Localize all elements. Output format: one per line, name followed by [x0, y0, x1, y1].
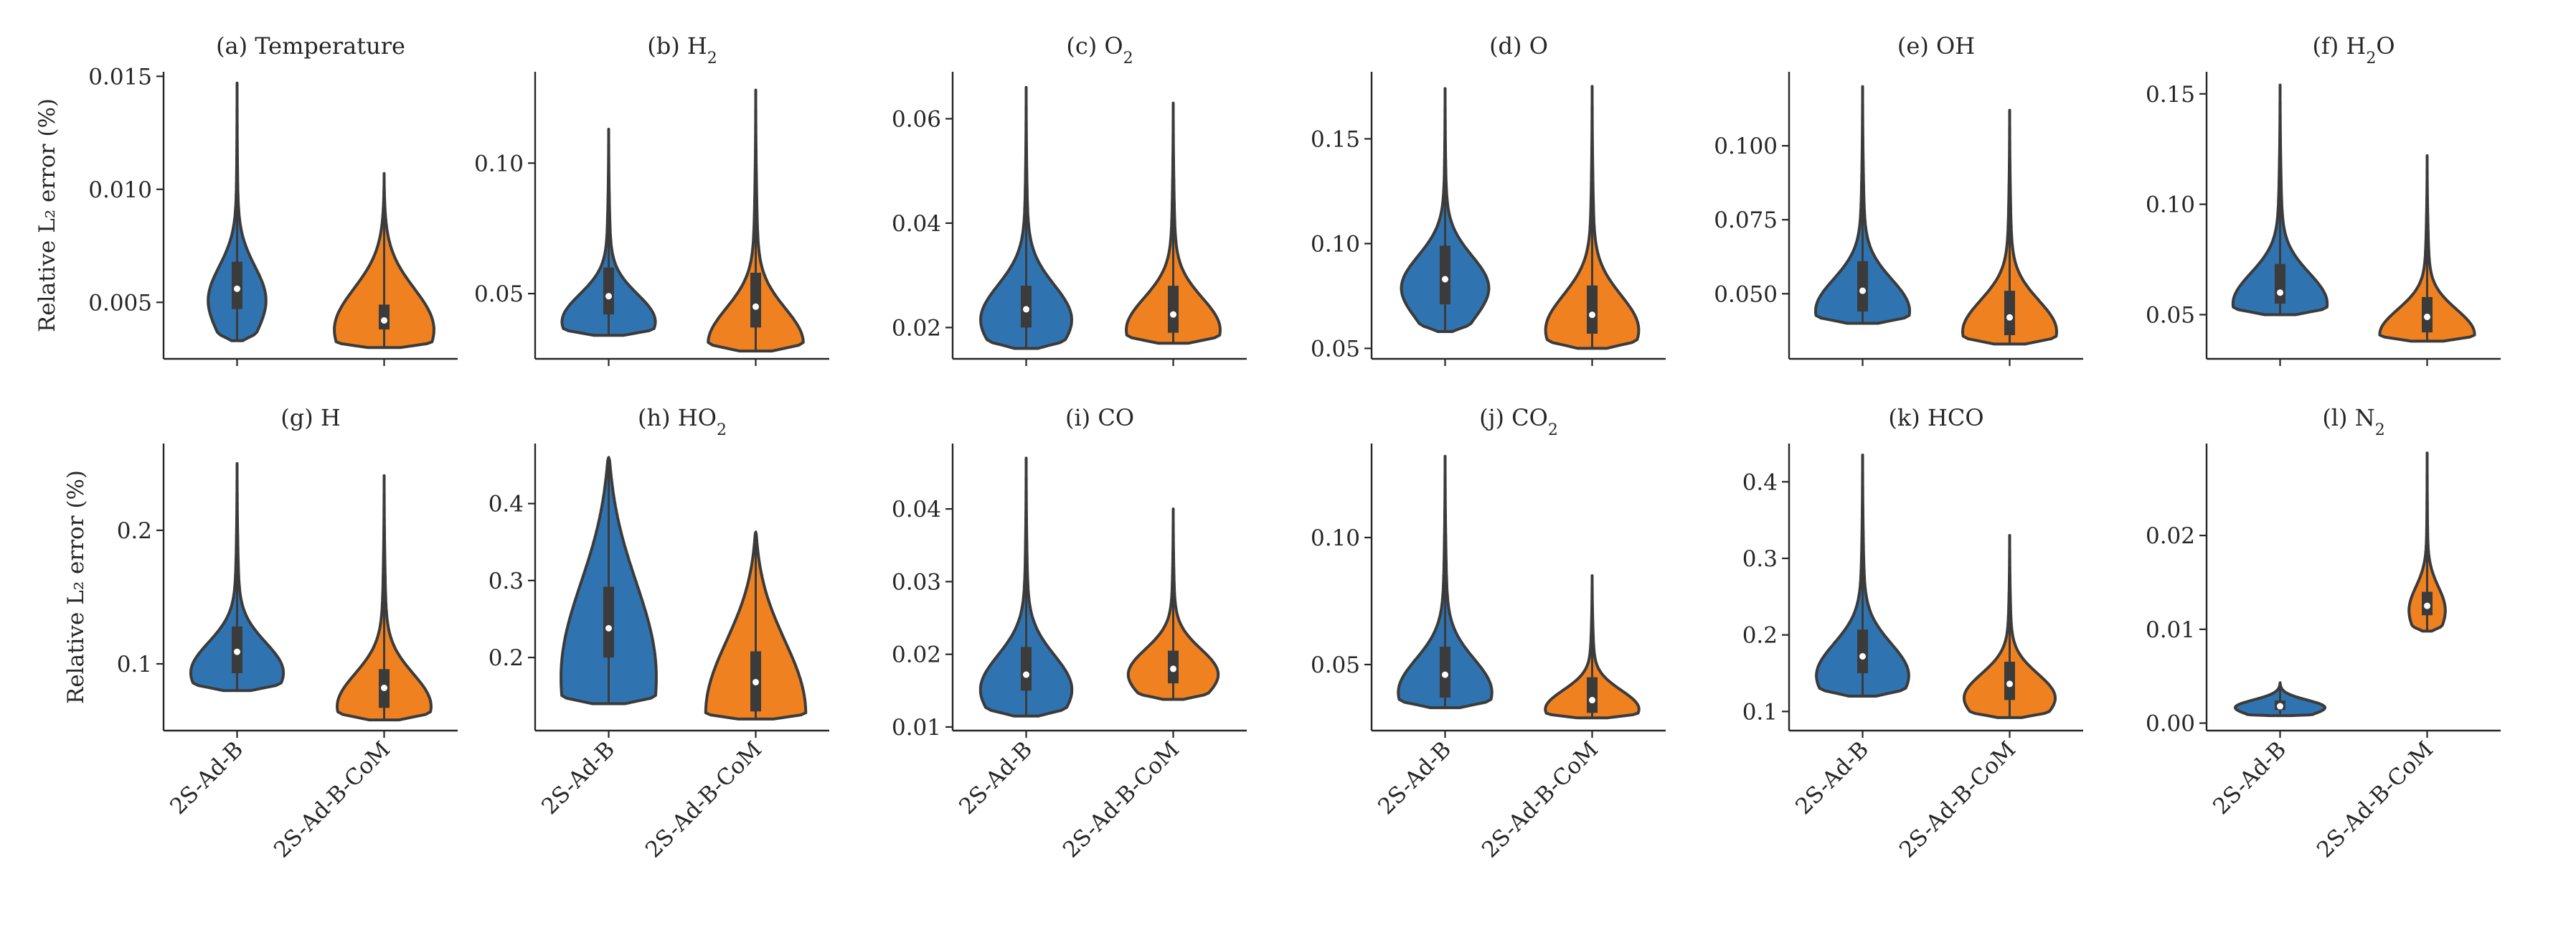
median-dot — [2277, 703, 2283, 710]
x-category-label: 2S-Ad-B-CoM — [2312, 736, 2438, 863]
y-tick-label: 0.15 — [1311, 126, 1360, 152]
panel-j: 0.05 0.10 (j) CO2 2S-Ad-B 2S-Ad-B-CoM — [1311, 404, 1666, 863]
median-dot — [1023, 671, 1029, 678]
y-tick-label: 0.050 — [1714, 281, 1778, 307]
median-dot — [1859, 653, 1866, 660]
median-dot — [2006, 314, 2013, 321]
x-category-label: 2S-Ad-B — [954, 736, 1037, 820]
y-tick-label: 0.02 — [2146, 523, 2195, 549]
panel-title: (g) H — [280, 404, 341, 431]
panel-title: (l) N2 — [2322, 404, 2384, 439]
y-tick-label: 0.05 — [1311, 336, 1360, 362]
panel-title: (a) Temperature — [216, 32, 405, 60]
y-tick-label: 0.2 — [489, 645, 524, 671]
median-dot — [1442, 671, 1448, 678]
x-category-label: 2S-Ad-B — [537, 736, 620, 820]
panel-title: (h) HO2 — [638, 404, 727, 439]
median-dot — [381, 684, 387, 691]
x-category-label: 2S-Ad-B-CoM — [641, 736, 767, 863]
panels-group: 0.005 0.010 0.015 (a) Temperature Relative L… — [34, 32, 2501, 863]
y-tick-label: 0.075 — [1714, 207, 1778, 233]
median-dot — [1859, 287, 1866, 294]
x-category-label: 2S-Ad-B — [165, 736, 248, 820]
x-category-label: 2S-Ad-B-CoM — [269, 736, 395, 863]
x-category-label: 2S-Ad-B — [1791, 736, 1874, 820]
median-dot — [381, 317, 387, 324]
y-tick-label: 0.10 — [1311, 231, 1360, 257]
panel-title: (e) OH — [1897, 32, 1975, 60]
y-tick-label: 0.005 — [88, 290, 152, 316]
y-tick-label: 0.1 — [117, 652, 152, 678]
median-dot — [2424, 314, 2430, 321]
median-dot — [234, 648, 240, 655]
y-tick-label: 0.04 — [892, 211, 941, 237]
panel-title: (i) CO — [1065, 404, 1134, 431]
panel-d: 0.05 0.10 0.15 (d) O — [1311, 32, 1666, 366]
panel-a: 0.005 0.010 0.015 (a) Temperature Relative L… — [34, 32, 458, 366]
median-dot — [605, 293, 612, 300]
y-tick-label: 0.02 — [892, 642, 941, 668]
median-dot — [1170, 311, 1176, 318]
panel-l: 0.00 0.01 0.02 (l) N2 2S-Ad-B 2S-Ad-B-CoM — [2146, 404, 2501, 863]
y-tick-label: 0.010 — [88, 177, 152, 203]
x-category-label: 2S-Ad-B — [1373, 736, 1456, 820]
y-tick-label: 0.2 — [1742, 623, 1778, 649]
panel-title: (k) HCO — [1888, 404, 1983, 431]
panel-title: (j) CO2 — [1479, 404, 1558, 439]
median-dot — [1170, 665, 1176, 672]
y-tick-label: 0.3 — [489, 568, 524, 594]
y-tick-label: 0.05 — [2146, 302, 2195, 328]
median-dot — [1589, 697, 1595, 704]
median-dot — [2424, 602, 2430, 609]
y-tick-label: 0.2 — [117, 518, 152, 544]
panel-title: (d) O — [1489, 32, 1548, 60]
panel-title: (c) O2 — [1066, 32, 1133, 67]
y-tick-label: 0.01 — [892, 715, 941, 741]
y-tick-label: 0.4 — [489, 492, 524, 517]
panel-h: 0.2 0.3 0.4 (h) HO2 2S-Ad-B 2S-Ad-B-CoM — [489, 404, 829, 863]
y-tick-label: 0.00 — [2146, 711, 2195, 737]
panel-i: 0.01 0.02 0.03 0.04 (i) CO 2S-Ad-B 2S-Ad-B-CoM — [892, 404, 1247, 863]
median-dot — [1023, 306, 1029, 313]
median-dot — [752, 678, 759, 685]
median-dot — [605, 624, 612, 632]
median-dot — [2277, 289, 2283, 296]
median-dot — [752, 303, 759, 310]
y-tick-label: 0.1 — [1742, 699, 1778, 725]
y-tick-label: 0.100 — [1714, 133, 1778, 159]
y-tick-label: 0.06 — [892, 106, 941, 132]
x-category-label: 2S-Ad-B — [2208, 736, 2291, 820]
y-tick-label: 0.03 — [892, 569, 941, 595]
panel-g: 0.1 0.2 (g) H 2S-Ad-B 2S-Ad-B-CoM Relative L₂… — [63, 404, 458, 863]
x-category-label: 2S-Ad-B-CoM — [1895, 736, 2021, 863]
panel-f: 0.05 0.10 0.15 (f) H2O — [2146, 32, 2501, 366]
median-dot — [234, 285, 240, 292]
panel-c: 0.02 0.04 0.06 (c) O2 — [892, 32, 1247, 366]
y-tick-label: 0.015 — [88, 64, 152, 90]
panel-title: (b) H2 — [647, 32, 717, 67]
median-dot — [2006, 680, 2013, 688]
y-axis-label: Relative L₂ error (%) — [63, 470, 89, 704]
y-tick-label: 0.05 — [1311, 652, 1360, 678]
x-category-label: 2S-Ad-B-CoM — [1477, 736, 1603, 863]
x-category-label: 2S-Ad-B-CoM — [1058, 736, 1184, 863]
y-tick-label: 0.01 — [2146, 617, 2195, 643]
y-tick-label: 0.3 — [1742, 546, 1778, 572]
y-tick-label: 0.10 — [1311, 525, 1360, 551]
panel-title: (f) H2O — [2312, 32, 2395, 67]
panel-e: 0.050 0.075 0.100 (e) OH — [1714, 32, 2083, 366]
median-dot — [1589, 311, 1595, 319]
y-tick-label: 0.04 — [892, 497, 941, 522]
y-tick-label: 0.10 — [2146, 192, 2195, 218]
panel-b: 0.05 0.10 (b) H2 — [474, 32, 829, 366]
y-tick-label: 0.15 — [2146, 82, 2195, 108]
median-dot — [1442, 276, 1448, 283]
y-tick-label: 0.05 — [474, 281, 524, 307]
panel-k: 0.1 0.2 0.3 0.4 (k) HCO 2S-Ad-B 2S-Ad-B-CoM — [1742, 404, 2083, 863]
y-axis-label: Relative L₂ error (%) — [34, 98, 60, 332]
y-tick-label: 0.02 — [892, 315, 941, 341]
y-tick-label: 0.10 — [474, 151, 524, 177]
y-tick-label: 0.4 — [1742, 469, 1778, 495]
